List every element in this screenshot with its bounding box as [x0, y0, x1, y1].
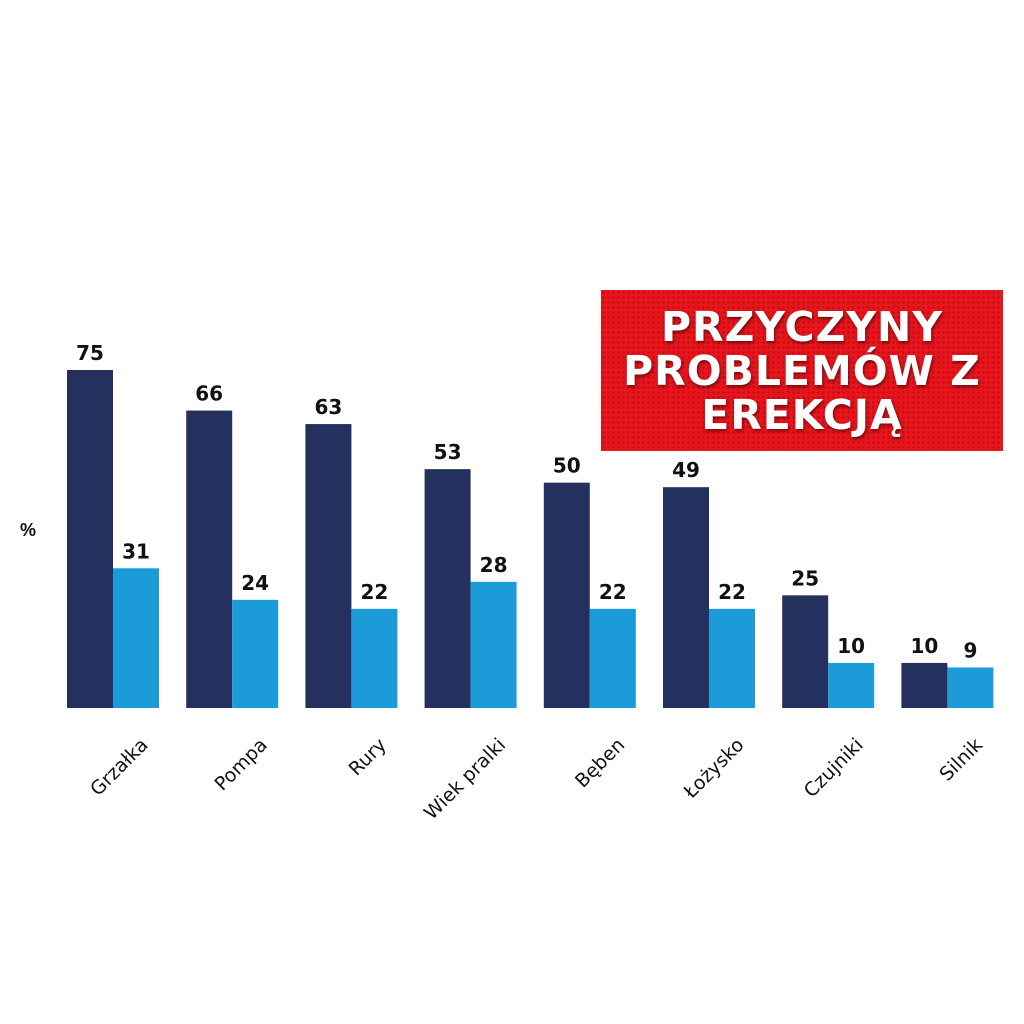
category-label-2: Rury	[345, 734, 391, 780]
category-label-1: Pompa	[210, 734, 271, 795]
bar-2-4	[589, 608, 636, 708]
category-labels-group: Grzałka Pompa Rury Wiek pralki Bęben Łożysko C…	[86, 734, 987, 824]
category-label-7: Silnik	[935, 734, 987, 786]
value-label-2-5: 22	[718, 580, 746, 604]
value-label-1-2: 63	[314, 395, 342, 419]
category-label-6: Czujniki	[800, 734, 868, 802]
category-label-4: Bęben	[571, 734, 629, 792]
y-axis-label: %	[20, 520, 37, 540]
bar-2-7	[947, 667, 994, 708]
bar-2-6	[828, 662, 875, 708]
bar-1-7	[901, 662, 948, 708]
value-label-1-4: 50	[553, 454, 581, 478]
value-label-1-5: 49	[672, 458, 700, 482]
bar-1-2	[305, 424, 352, 708]
value-label-2-4: 22	[599, 580, 627, 604]
value-labels-group: 75 31 66 24 63 22 53 28 50 22 49 22 25 10 10 9	[76, 341, 977, 662]
value-label-2-0: 31	[122, 539, 150, 563]
value-label-1-6: 25	[791, 566, 819, 590]
value-label-2-7: 9	[963, 638, 977, 662]
bar-2-2	[351, 608, 398, 708]
title-banner: PRZYCZYNY PROBLEMÓW Z EREKCJĄ	[601, 290, 1003, 451]
bar-1-4	[543, 482, 590, 708]
bar-1-1	[186, 410, 233, 708]
value-label-1-1: 66	[195, 382, 223, 406]
bar-2-0	[113, 568, 159, 708]
value-label-1-0: 75	[76, 341, 104, 365]
bar-1-0	[67, 370, 113, 708]
value-label-1-7: 10	[910, 634, 938, 658]
value-label-2-3: 28	[480, 553, 508, 577]
bar-1-3	[424, 469, 471, 708]
chart-title: PRZYCZYNY PROBLEMÓW Z EREKCJĄ	[623, 302, 981, 439]
value-label-2-1: 24	[241, 571, 269, 595]
bar-2-5	[709, 608, 755, 708]
value-label-2-2: 22	[360, 580, 388, 604]
value-label-2-6: 10	[837, 634, 865, 658]
bars-group	[67, 370, 994, 708]
bar-2-3	[470, 581, 517, 708]
category-label-3: Wiek pralki	[420, 734, 510, 824]
value-label-1-3: 53	[434, 440, 462, 464]
bar-1-6	[782, 595, 829, 708]
bar-1-5	[663, 487, 709, 708]
bar-2-1	[232, 599, 279, 708]
category-label-5: Łożysko	[679, 734, 749, 804]
category-label-0: Grzałka	[86, 734, 152, 800]
